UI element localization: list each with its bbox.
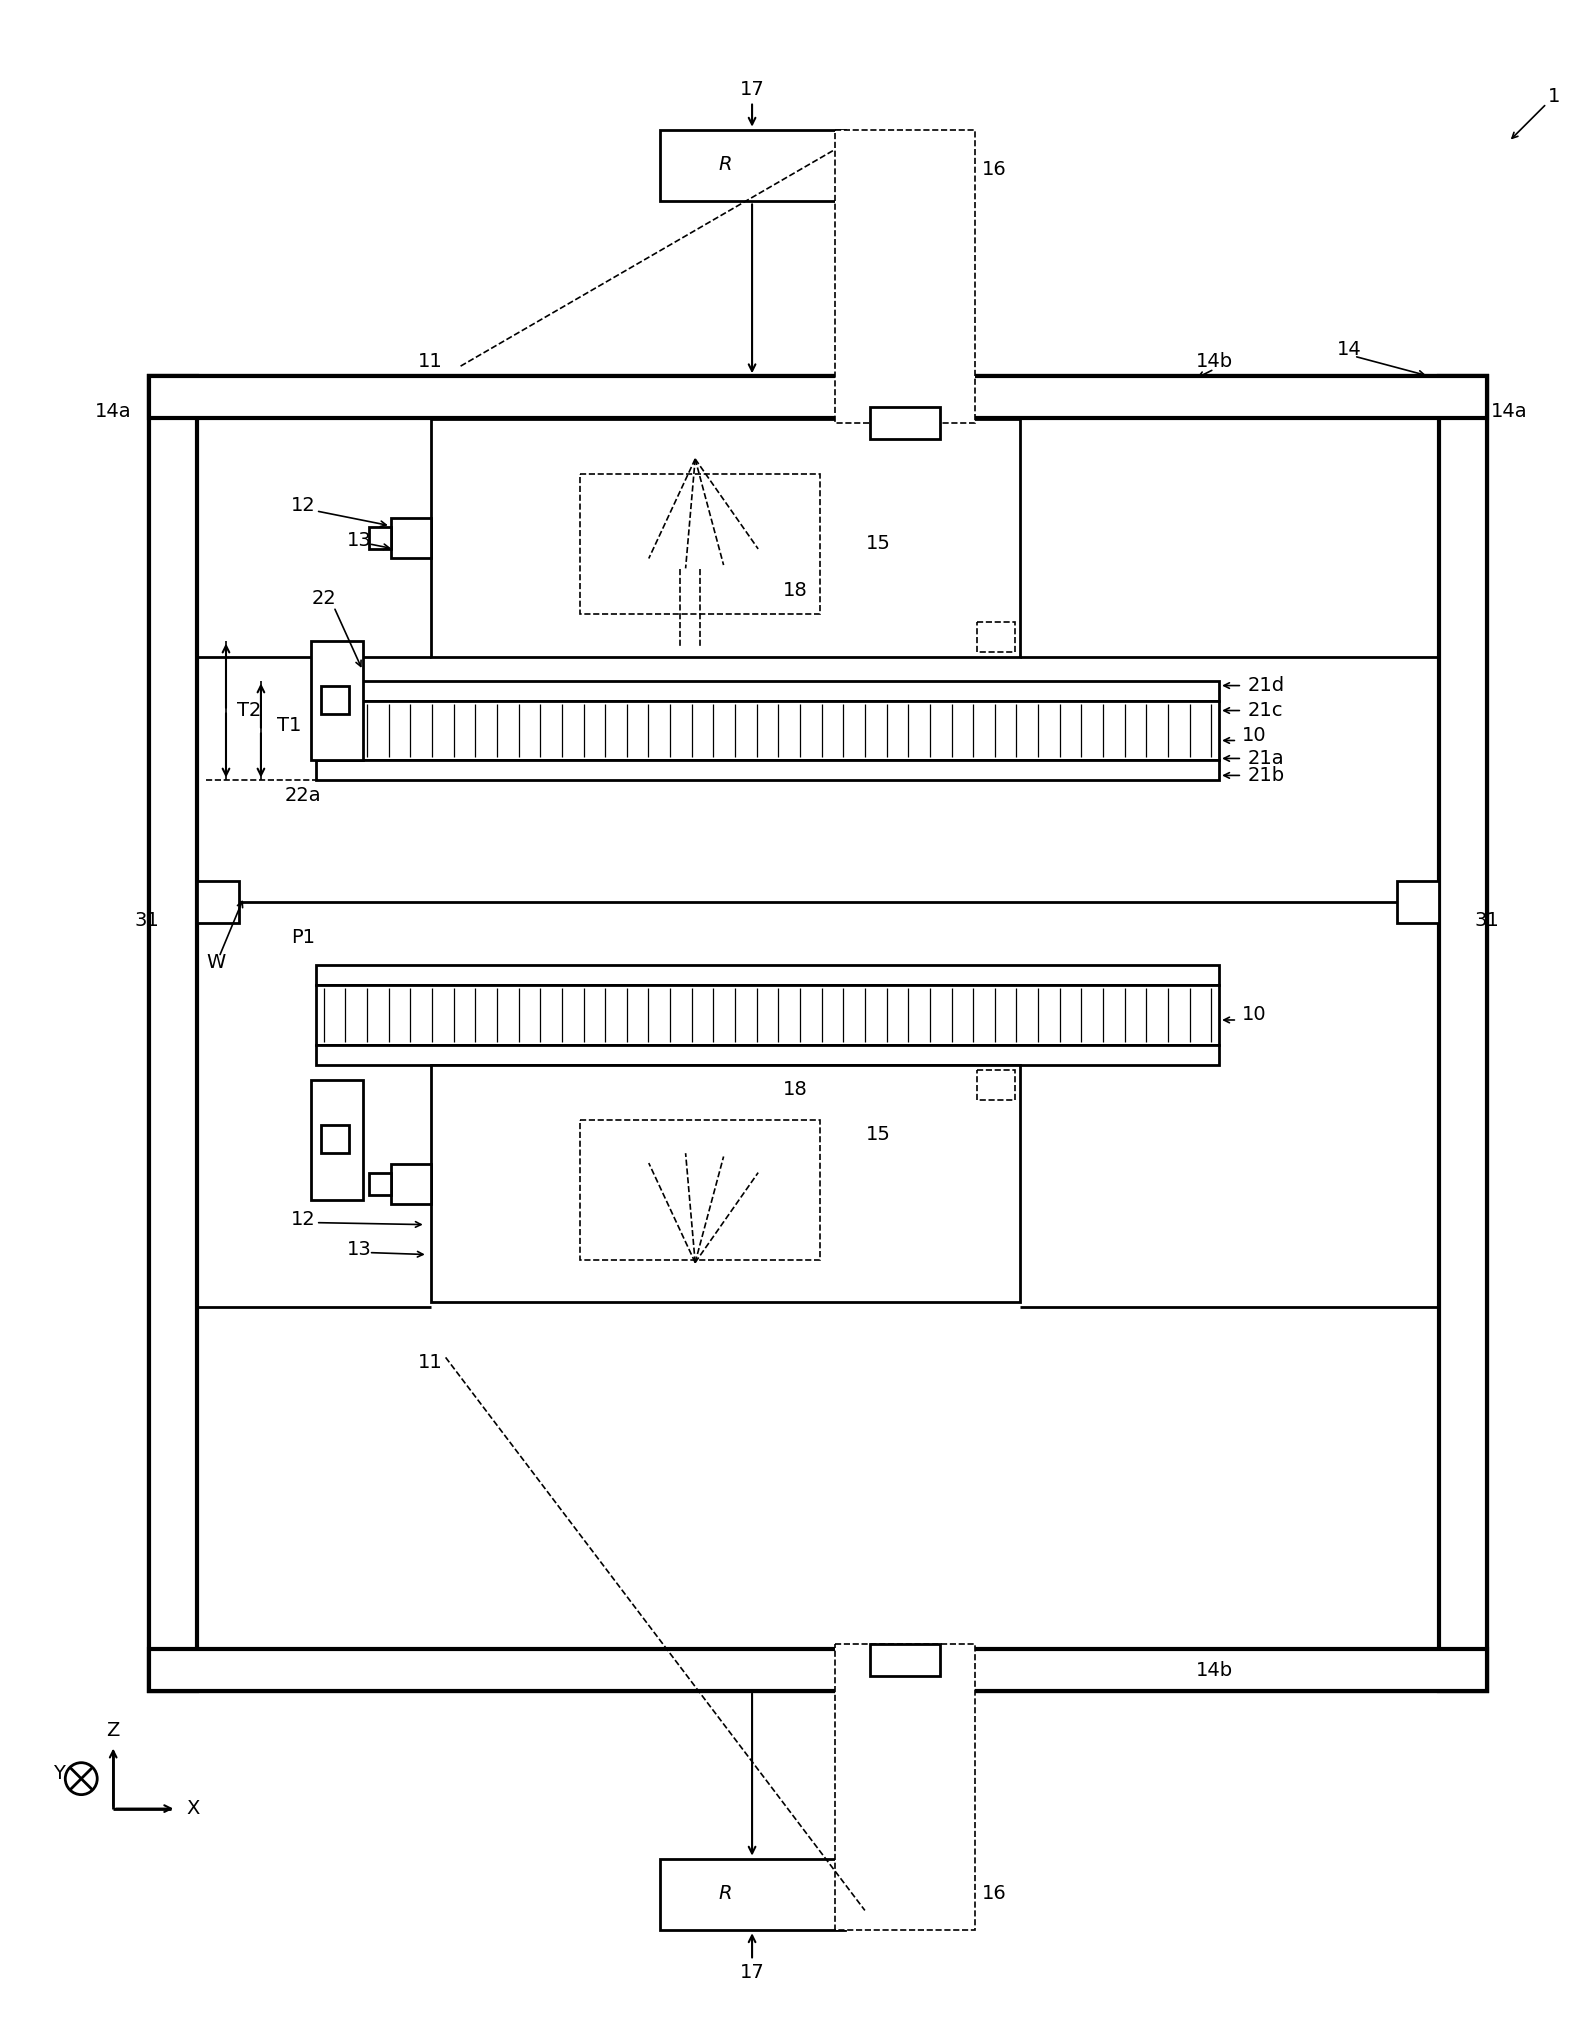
Text: 13: 13 xyxy=(347,531,371,549)
Bar xyxy=(580,1119,821,1259)
Text: 11: 11 xyxy=(418,351,444,371)
Bar xyxy=(661,1859,844,1930)
Text: 31: 31 xyxy=(1475,910,1498,930)
Text: 10: 10 xyxy=(1242,1005,1267,1024)
Bar xyxy=(369,527,391,549)
Bar xyxy=(835,130,974,424)
Text: 17: 17 xyxy=(740,1962,765,1982)
Bar xyxy=(391,1163,431,1204)
Bar xyxy=(315,760,1220,780)
Text: 11: 11 xyxy=(418,1352,444,1372)
Text: Y: Y xyxy=(54,1763,65,1784)
Bar xyxy=(315,1046,1220,1064)
Bar xyxy=(315,681,1220,701)
Text: X: X xyxy=(187,1800,200,1818)
Bar xyxy=(977,622,1015,651)
Bar xyxy=(149,377,1487,418)
Bar xyxy=(315,965,1220,985)
Bar xyxy=(580,474,821,614)
Bar xyxy=(661,130,844,201)
Bar xyxy=(391,517,431,557)
Text: R: R xyxy=(719,1883,732,1903)
Text: 21b: 21b xyxy=(1247,766,1285,784)
Text: 21c: 21c xyxy=(1247,701,1283,720)
Bar xyxy=(315,701,1220,760)
Bar xyxy=(431,1064,1020,1303)
Bar xyxy=(149,1648,1487,1691)
Text: 14a: 14a xyxy=(1491,401,1527,420)
Bar xyxy=(315,985,1220,1046)
Bar xyxy=(310,641,363,760)
Text: 18: 18 xyxy=(782,1080,808,1099)
Bar xyxy=(835,1644,974,1930)
Text: 12: 12 xyxy=(290,1210,315,1228)
Text: 31: 31 xyxy=(135,910,160,930)
Bar xyxy=(369,1174,391,1194)
Text: 12: 12 xyxy=(290,497,315,515)
Text: 17: 17 xyxy=(740,81,765,99)
Text: P1: P1 xyxy=(291,928,315,947)
Text: Z: Z xyxy=(106,1721,120,1741)
Text: 14b: 14b xyxy=(1196,351,1232,371)
Bar xyxy=(1438,377,1487,1691)
Text: 21d: 21d xyxy=(1247,677,1285,695)
Text: 22a: 22a xyxy=(285,786,322,805)
Text: R: R xyxy=(719,154,732,174)
Text: 15: 15 xyxy=(865,1125,890,1145)
Text: T1: T1 xyxy=(277,716,301,736)
Text: 14b: 14b xyxy=(1196,1662,1232,1680)
Text: 18: 18 xyxy=(782,582,808,600)
Text: 21a: 21a xyxy=(1247,748,1283,768)
Bar xyxy=(149,377,1487,1691)
Bar xyxy=(431,420,1020,657)
Bar xyxy=(149,377,196,1691)
Bar xyxy=(977,1070,1015,1101)
Text: 16: 16 xyxy=(982,1883,1007,1903)
Text: 14: 14 xyxy=(1337,341,1361,359)
Text: 22: 22 xyxy=(312,590,336,608)
Text: T2: T2 xyxy=(236,701,261,720)
Text: 16: 16 xyxy=(982,160,1007,178)
Bar xyxy=(322,1125,348,1153)
Bar xyxy=(870,407,939,440)
Bar xyxy=(322,685,348,714)
Text: 13: 13 xyxy=(347,1241,371,1259)
Text: 15: 15 xyxy=(865,535,890,553)
Text: 10: 10 xyxy=(1242,726,1267,746)
Bar xyxy=(310,1080,363,1200)
Bar xyxy=(870,1644,939,1676)
Bar xyxy=(196,882,239,922)
Bar xyxy=(1397,882,1438,922)
Text: 1: 1 xyxy=(1548,87,1560,105)
Text: 14a: 14a xyxy=(95,401,131,420)
Text: W: W xyxy=(206,953,225,971)
